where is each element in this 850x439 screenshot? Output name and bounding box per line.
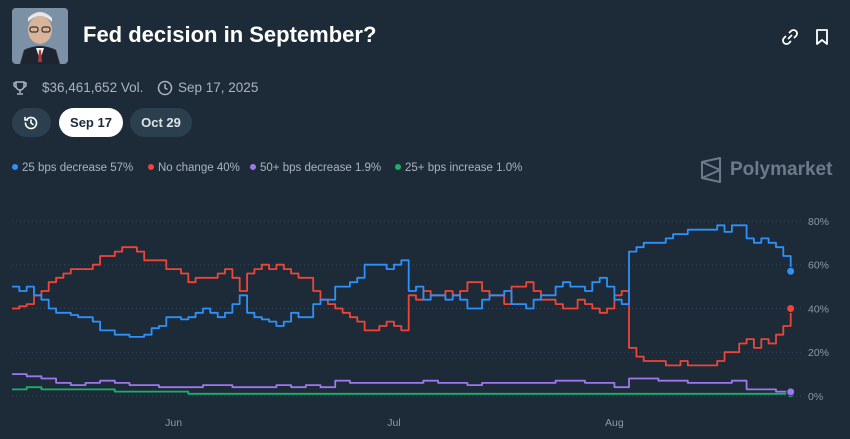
x-axis-ticks: Jun Jul Aug (165, 417, 624, 429)
tab-sep-17[interactable]: Sep 17 (59, 108, 123, 137)
polymarket-logo-icon (701, 157, 721, 183)
legend-label: 50+ bps decrease 1.9% (260, 162, 382, 174)
x-tick-label: Jul (387, 417, 400, 429)
y-axis-ticks: 0% 20% 40% 60% 80% (808, 216, 829, 403)
series-line-no-change (12, 246, 792, 367)
series-line-25-bps-decrease (12, 224, 792, 338)
legend-label: 25+ bps increase 1.0% (405, 162, 523, 174)
chart-series (12, 224, 796, 399)
series-endpoint-50-bps-decrease (786, 387, 796, 397)
polymarket-watermark: Polymarket (700, 157, 835, 183)
legend-label: 25 bps decrease 57% (22, 162, 134, 174)
page-title: Fed decision in September? (83, 22, 377, 47)
series-endpoint-25-bps-decrease (786, 266, 796, 276)
x-tick-label: Aug (605, 417, 624, 429)
clock-icon (157, 80, 173, 96)
y-tick-label: 0% (808, 391, 823, 403)
legend-label: No change 40% (158, 162, 240, 174)
x-tick-label: Jun (165, 417, 182, 429)
avatar (12, 8, 68, 64)
avatar-portrait (12, 8, 68, 64)
y-tick-label: 40% (808, 303, 829, 315)
tab-oct-29[interactable]: Oct 29 (130, 108, 192, 137)
bookmark-icon[interactable] (813, 28, 831, 46)
y-tick-label: 80% (808, 216, 829, 228)
legend-item-50bps-decrease: 50+ bps decrease 1.9% (250, 162, 381, 174)
y-tick-label: 20% (808, 347, 829, 359)
series-line-50-bps-decrease (12, 373, 792, 393)
link-icon[interactable] (781, 28, 799, 46)
end-date-text: Sep 17, 2025 (178, 80, 259, 95)
market-header: Fed decision in September? (12, 8, 838, 64)
trophy-icon (13, 81, 27, 95)
volume-text: $36,461,652 Vol. (42, 80, 144, 95)
history-icon (24, 116, 38, 130)
history-button[interactable] (12, 108, 51, 137)
legend-item-no-change: No change 40% (148, 162, 240, 174)
legend-item-25bps-decrease: 25 bps decrease 57% (12, 162, 133, 174)
series-line-25-bps-increase (12, 386, 791, 395)
brand-name: Polymarket (730, 159, 833, 180)
y-tick-label: 60% (808, 260, 829, 272)
legend-item-25bps-increase: 25+ bps increase 1.0% (395, 162, 522, 174)
series-endpoint-no-change (786, 303, 796, 313)
